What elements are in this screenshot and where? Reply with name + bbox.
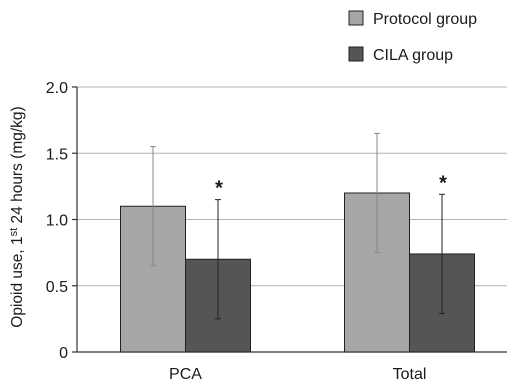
y-axis-label: Opioid use, 1st 24 hours (mg/kg)	[8, 106, 26, 327]
annotations: * *	[215, 172, 447, 199]
category-label-total: Total	[393, 366, 427, 383]
y-tick-label: 1.0	[46, 213, 68, 230]
error-bars	[150, 132, 445, 320]
legend-swatch	[348, 10, 364, 26]
significance-marker: *	[439, 172, 447, 194]
legend-label: CILA group	[373, 47, 453, 64]
y-tick-label: 0.5	[46, 279, 68, 296]
category-label-pca: PCA	[169, 366, 202, 383]
y-tick-label: 0	[59, 345, 68, 362]
y-tick-label: 2.0	[46, 80, 68, 97]
legend-label: Protocol group	[373, 11, 477, 28]
significance-marker: *	[215, 178, 223, 200]
category-labels: PCA Total	[169, 366, 426, 383]
y-tick-labels: 0 0.5 1.0 1.5 2.0	[46, 80, 68, 362]
chart-legend: Protocol group CILA group	[348, 10, 477, 64]
legend-swatch	[348, 46, 364, 62]
bars	[120, 192, 475, 353]
y-tick-label: 1.5	[46, 146, 68, 163]
